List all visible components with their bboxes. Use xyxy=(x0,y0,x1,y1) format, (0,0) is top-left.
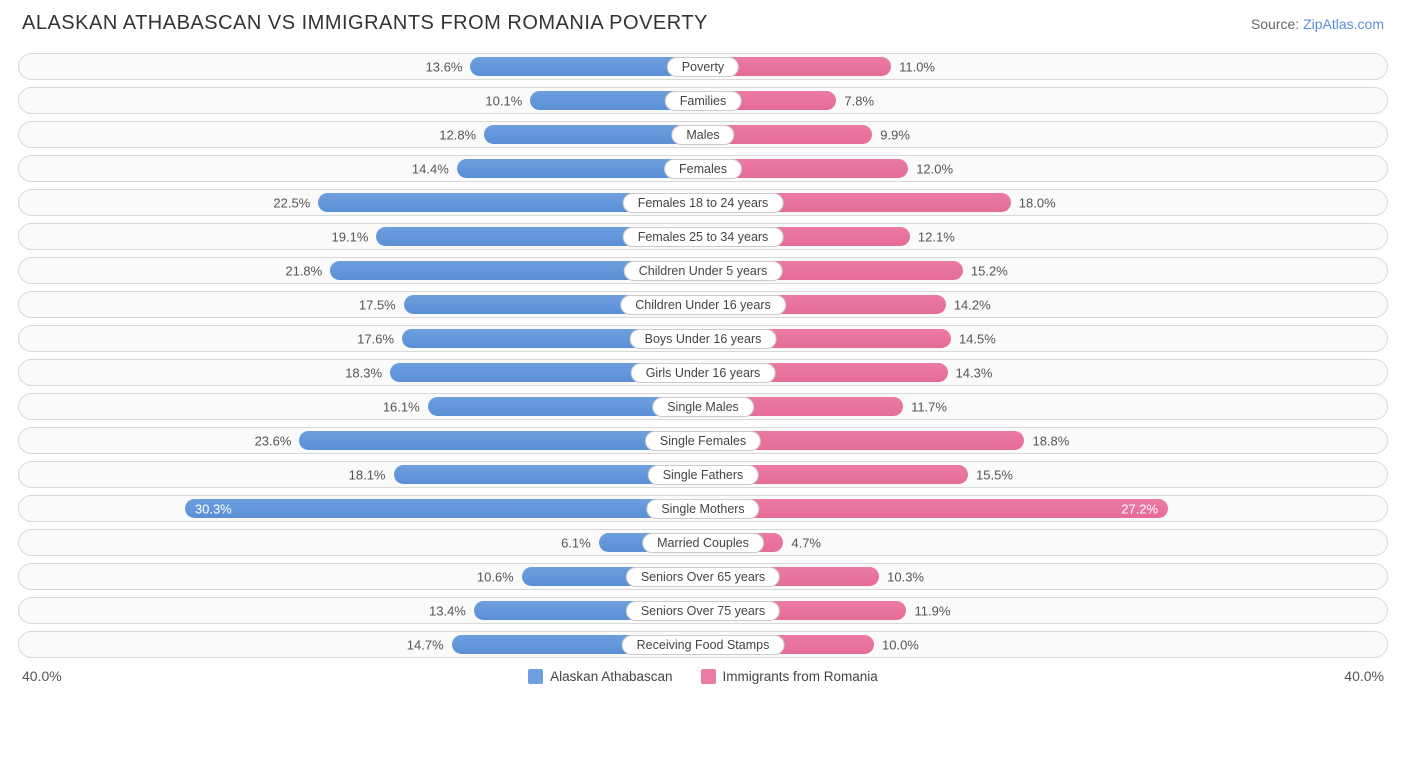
legend-item-left: Alaskan Athabascan xyxy=(528,669,672,684)
pct-label-right: 18.8% xyxy=(1032,433,1069,448)
pct-label-left: 14.7% xyxy=(407,637,444,652)
pct-label-right: 14.2% xyxy=(954,297,991,312)
diverging-bar-chart: 13.6% 11.0% Poverty 10.1% 7.8% Families 12.8% 9… xyxy=(18,53,1388,658)
chart-row: 14.7% 10.0% Receiving Food Stamps xyxy=(18,631,1388,658)
category-badge: Families xyxy=(665,91,742,111)
pct-label-left: 19.1% xyxy=(332,229,369,244)
chart-row: 18.3% 14.3% Girls Under 16 years xyxy=(18,359,1388,386)
pct-label-right: 14.5% xyxy=(959,331,996,346)
bar-left xyxy=(484,125,703,144)
category-badge: Seniors Over 65 years xyxy=(626,567,780,587)
chart-row: 18.1% 15.5% Single Fathers xyxy=(18,461,1388,488)
axis-max-right: 40.0% xyxy=(1344,668,1384,684)
pct-label-right: 7.8% xyxy=(844,93,874,108)
pct-label-left: 13.6% xyxy=(426,59,463,74)
chart-row: 30.3% 27.2% Single Mothers xyxy=(18,495,1388,522)
pct-label-left: 6.1% xyxy=(561,535,591,550)
chart-row: 12.8% 9.9% Males xyxy=(18,121,1388,148)
chart-row: 6.1% 4.7% Married Couples xyxy=(18,529,1388,556)
category-badge: Females xyxy=(664,159,742,179)
pct-label-left: 17.5% xyxy=(359,297,396,312)
pct-label-right: 12.0% xyxy=(916,161,953,176)
pct-label-right: 10.0% xyxy=(882,637,919,652)
chart-row: 17.6% 14.5% Boys Under 16 years xyxy=(18,325,1388,352)
pct-label-right: 12.1% xyxy=(918,229,955,244)
pct-label-right: 11.7% xyxy=(911,399,947,414)
chart-row: 17.5% 14.2% Children Under 16 years xyxy=(18,291,1388,318)
chart-header: ALASKAN ATHABASCAN VS IMMIGRANTS FROM RO… xyxy=(18,12,1388,35)
bar-right: 27.2% xyxy=(703,499,1168,518)
category-badge: Boys Under 16 years xyxy=(630,329,777,349)
bar-left xyxy=(299,431,703,450)
legend-swatch-left xyxy=(528,669,543,684)
pct-label-right: 9.9% xyxy=(880,127,910,142)
pct-label-left: 21.8% xyxy=(285,263,322,278)
category-badge: Married Couples xyxy=(642,533,764,553)
pct-label-right: 10.3% xyxy=(887,569,924,584)
chart-row: 21.8% 15.2% Children Under 5 years xyxy=(18,257,1388,284)
chart-row: 10.6% 10.3% Seniors Over 65 years xyxy=(18,563,1388,590)
category-badge: Single Females xyxy=(645,431,761,451)
source-link[interactable]: ZipAtlas.com xyxy=(1303,16,1384,32)
pct-label-right: 15.2% xyxy=(971,263,1008,278)
chart-row: 19.1% 12.1% Females 25 to 34 years xyxy=(18,223,1388,250)
chart-source: Source: ZipAtlas.com xyxy=(1251,16,1384,32)
category-badge: Children Under 16 years xyxy=(620,295,786,315)
category-badge: Single Mothers xyxy=(646,499,759,519)
pct-label-left: 17.6% xyxy=(357,331,394,346)
chart-row: 23.6% 18.8% Single Females xyxy=(18,427,1388,454)
pct-label-left: 16.1% xyxy=(383,399,420,414)
category-badge: Females 25 to 34 years xyxy=(623,227,784,247)
pct-label-right: 15.5% xyxy=(976,467,1013,482)
axis-max-left: 40.0% xyxy=(22,668,62,684)
category-badge: Seniors Over 75 years xyxy=(626,601,780,621)
pct-label-right: 11.0% xyxy=(899,59,935,74)
legend-label-left: Alaskan Athabascan xyxy=(550,669,672,684)
pct-label-left: 10.1% xyxy=(485,93,522,108)
legend-swatch-right xyxy=(701,669,716,684)
pct-label-right: 4.7% xyxy=(791,535,821,550)
pct-label-right: 11.9% xyxy=(914,603,950,618)
legend-label-right: Immigrants from Romania xyxy=(723,669,878,684)
pct-label-left: 14.4% xyxy=(412,161,449,176)
category-badge: Single Fathers xyxy=(648,465,759,485)
category-badge: Males xyxy=(671,125,734,145)
category-badge: Females 18 to 24 years xyxy=(623,193,784,213)
category-badge: Single Males xyxy=(652,397,754,417)
legend: Alaskan Athabascan Immigrants from Roman… xyxy=(528,669,878,684)
bar-left: 30.3% xyxy=(185,499,703,518)
chart-row: 16.1% 11.7% Single Males xyxy=(18,393,1388,420)
pct-label-left: 23.6% xyxy=(255,433,292,448)
chart-row: 13.4% 11.9% Seniors Over 75 years xyxy=(18,597,1388,624)
category-badge: Poverty xyxy=(667,57,739,77)
category-badge: Children Under 5 years xyxy=(624,261,783,281)
pct-label-left: 22.5% xyxy=(273,195,310,210)
category-badge: Girls Under 16 years xyxy=(631,363,776,383)
chart-row: 10.1% 7.8% Families xyxy=(18,87,1388,114)
pct-label-left: 13.4% xyxy=(429,603,466,618)
pct-label-left: 10.6% xyxy=(477,569,514,584)
pct-label-left: 18.3% xyxy=(345,365,382,380)
source-prefix: Source: xyxy=(1251,16,1303,32)
pct-label-right: 27.2% xyxy=(1121,501,1158,516)
chart-row: 14.4% 12.0% Females xyxy=(18,155,1388,182)
pct-label-left: 30.3% xyxy=(195,501,232,516)
chart-row: 13.6% 11.0% Poverty xyxy=(18,53,1388,80)
pct-label-left: 18.1% xyxy=(349,467,386,482)
chart-row: 22.5% 18.0% Females 18 to 24 years xyxy=(18,189,1388,216)
category-badge: Receiving Food Stamps xyxy=(622,635,785,655)
pct-label-right: 18.0% xyxy=(1019,195,1056,210)
legend-item-right: Immigrants from Romania xyxy=(701,669,878,684)
chart-title: ALASKAN ATHABASCAN VS IMMIGRANTS FROM RO… xyxy=(22,12,708,35)
chart-footer: 40.0% Alaskan Athabascan Immigrants from… xyxy=(18,668,1388,684)
pct-label-right: 14.3% xyxy=(956,365,993,380)
pct-label-left: 12.8% xyxy=(439,127,476,142)
